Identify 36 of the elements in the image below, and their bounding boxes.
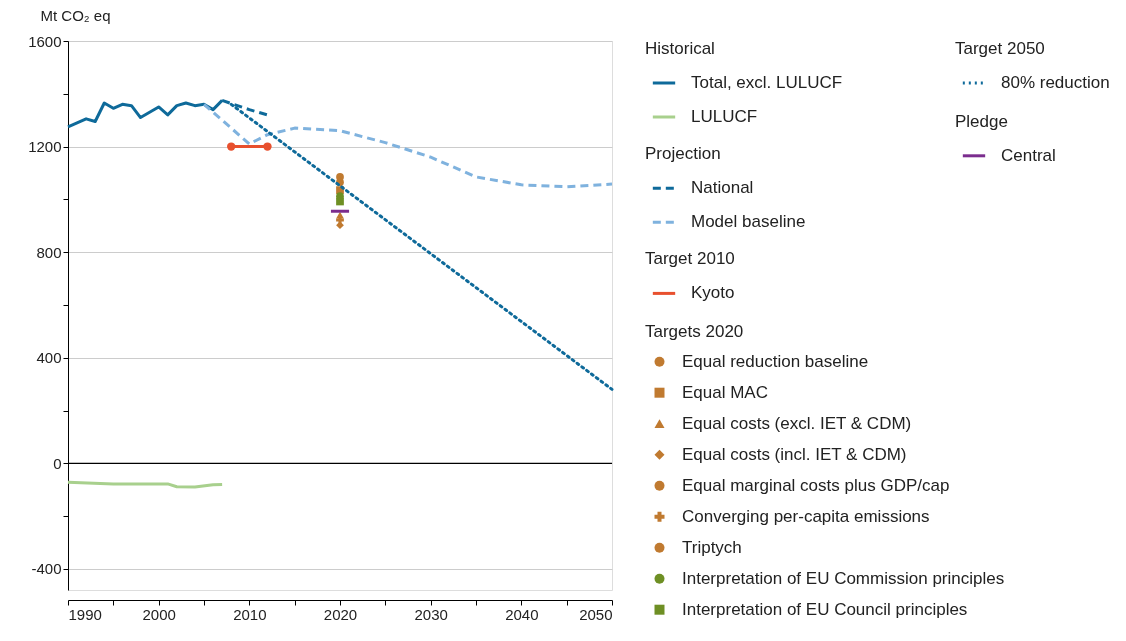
legend-label: Equal MAC — [682, 382, 768, 402]
legend-label: Equal costs (excl. IET & CDM) — [682, 413, 912, 433]
y-axis-title: Mt CO₂ eq — [40, 6, 111, 24]
legend-label: Interpretation of EU Council principles — [682, 599, 968, 619]
text: Pledge — [955, 111, 1008, 131]
x-tick-label: 2030 — [414, 605, 448, 623]
y-tick-label: 400 — [36, 349, 62, 367]
legend-label: Kyoto — [691, 283, 735, 303]
legend-label: Total, excl. LULUCF — [691, 73, 843, 92]
y-tick-label: 0 — [53, 454, 62, 472]
x-tick-label: 2020 — [323, 605, 358, 623]
y-tick-label: 1200 — [28, 138, 62, 156]
y-tick-label: -400 — [31, 560, 62, 578]
y-tick-label: 800 — [36, 243, 62, 261]
legend-label: Converging per-capita emissions — [682, 506, 930, 526]
legend-label: 80% reduction — [1001, 73, 1110, 92]
legend-label: Central — [1001, 145, 1056, 165]
text: Target 2010 — [645, 249, 735, 269]
legend-label: Model baseline — [691, 212, 806, 232]
legend-label: Equal reduction baseline — [682, 351, 869, 371]
legend-label: Triptych — [682, 537, 742, 557]
x-tick-label: 1990 — [68, 605, 102, 623]
legend-label: LULUCF — [691, 107, 758, 126]
text: Projection — [645, 144, 721, 164]
x-tick-label: 2010 — [233, 605, 267, 623]
legend-label: Interpretation of EU Commission principles — [682, 568, 1005, 588]
text: Historical — [645, 39, 715, 58]
legend-label: Equal marginal costs plus GDP/cap — [682, 475, 950, 495]
x-tick-label: 2000 — [142, 605, 176, 623]
x-tick-label: 2050 — [579, 605, 613, 623]
text: Targets 2020 — [645, 322, 744, 342]
y-tick-label: 1600 — [28, 32, 62, 50]
legend-label: National — [691, 178, 754, 198]
legend-label: Equal costs (incl. IET & CDM) — [682, 444, 907, 464]
text: Target 2050 — [955, 39, 1045, 58]
x-tick-label: 2040 — [505, 605, 539, 623]
